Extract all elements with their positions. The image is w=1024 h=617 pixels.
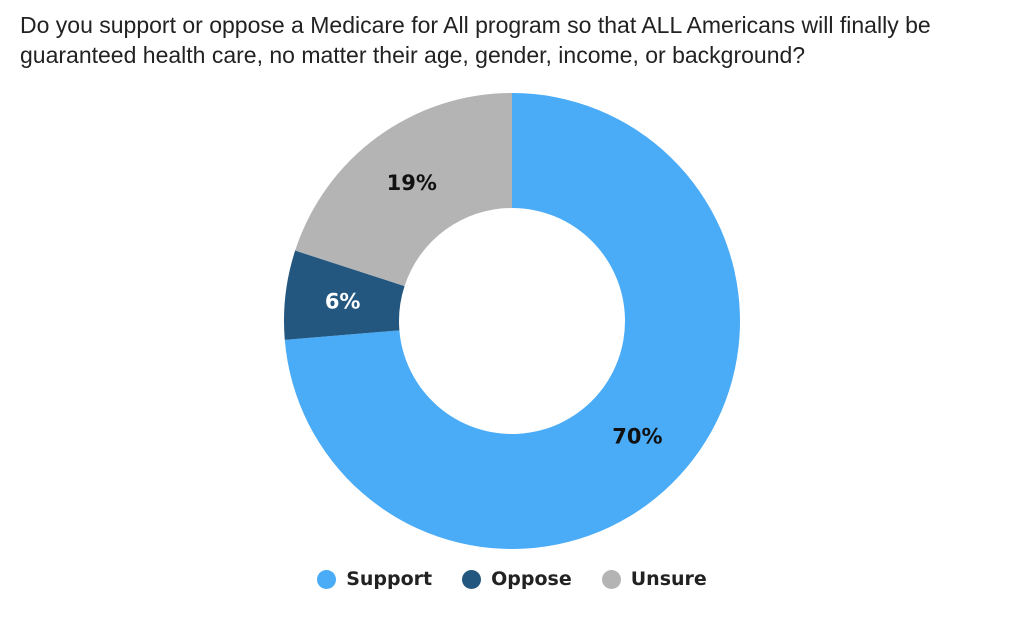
donut-slices bbox=[284, 93, 740, 549]
slice-label-oppose: 6% bbox=[325, 289, 361, 313]
legend-swatch-unsure bbox=[601, 569, 621, 589]
legend-label-support: Support bbox=[346, 568, 433, 590]
slice-labels: 70% 6% 19% bbox=[325, 171, 663, 448]
legend-item-oppose: Oppose bbox=[462, 568, 572, 590]
slice-label-unsure: 19% bbox=[387, 171, 437, 195]
legend-label-oppose: Oppose bbox=[491, 568, 572, 590]
legend-swatch-oppose bbox=[462, 569, 482, 589]
slice-unsure bbox=[295, 93, 512, 287]
legend-item-unsure: Unsure bbox=[601, 568, 707, 590]
legend-swatch-support bbox=[317, 569, 337, 589]
slice-oppose bbox=[284, 250, 405, 340]
legend-item-support: Support bbox=[317, 568, 432, 590]
chart-title: Do you support or oppose a Medicare for … bbox=[20, 12, 931, 68]
slice-support bbox=[284, 93, 740, 549]
legend-label-unsure: Unsure bbox=[630, 568, 707, 590]
chart-legend: Support Oppose Unsure bbox=[0, 568, 1024, 590]
slice-label-support: 70% bbox=[612, 424, 662, 448]
